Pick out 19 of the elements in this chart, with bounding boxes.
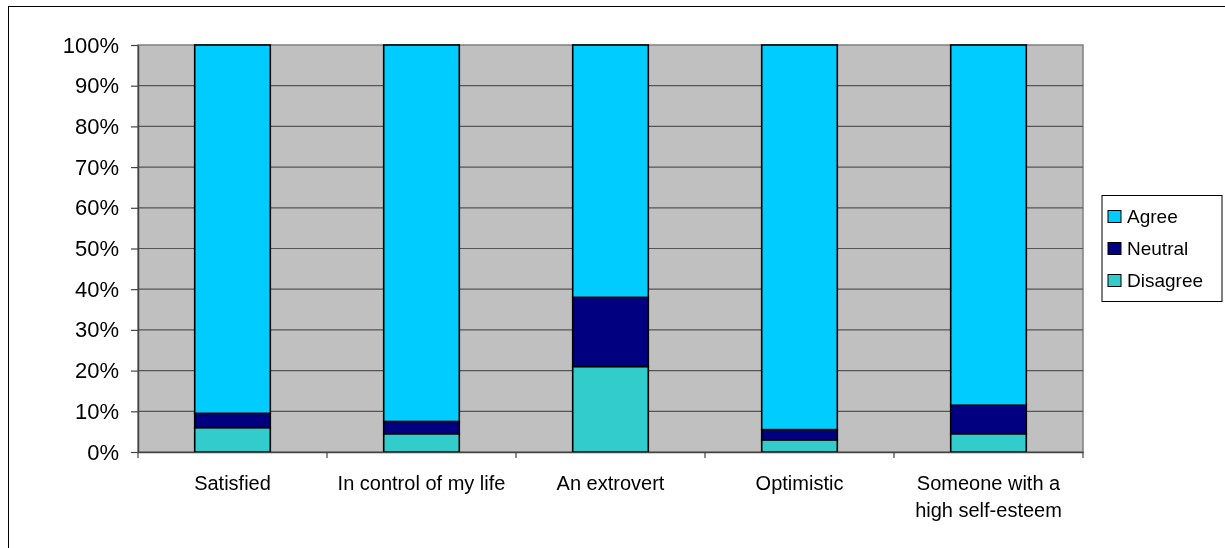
x-tick-label: An extrovert <box>556 472 665 495</box>
y-tick-label: 20% <box>74 358 119 384</box>
y-tick-label: 30% <box>74 317 119 343</box>
x-tick-label: In control of my life <box>337 472 506 495</box>
legend-label: Neutral <box>1127 238 1189 260</box>
y-tick-label: 100% <box>62 32 119 58</box>
legend-label: Agree <box>1127 206 1178 228</box>
y-tick-label: 90% <box>74 73 119 99</box>
y-tick-label: 50% <box>74 236 119 262</box>
y-tick-label: 40% <box>74 276 119 302</box>
x-tick-label: Optimistic <box>755 472 844 495</box>
legend-label: Disagree <box>1127 270 1204 292</box>
y-tick-label: 0% <box>87 439 119 465</box>
y-tick-label: 70% <box>74 154 119 180</box>
y-tick-label: 60% <box>74 195 119 221</box>
x-tick-label: Satisfied <box>194 472 271 495</box>
y-tick-label: 80% <box>74 113 119 139</box>
x-tick-label: Someone with a high self-esteem <box>915 472 1062 522</box>
y-tick-label: 10% <box>74 398 119 424</box>
